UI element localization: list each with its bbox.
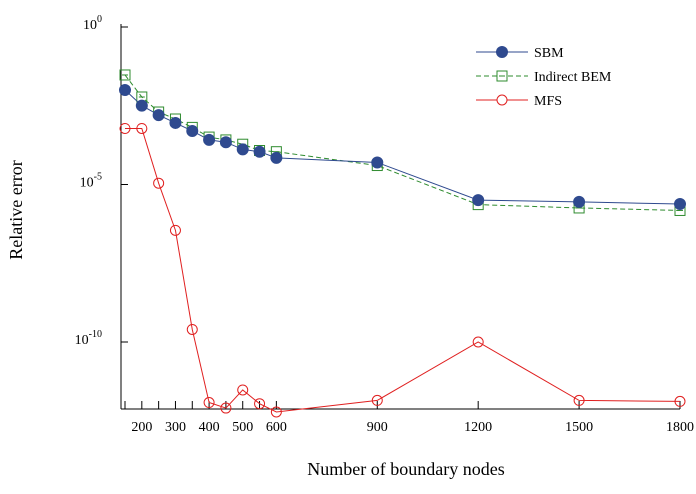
legend-label: MFS	[534, 94, 562, 109]
series-line	[124, 89, 681, 205]
data-point	[270, 406, 282, 418]
data-point	[153, 177, 165, 189]
data-point	[169, 116, 182, 129]
y-tick-label: 10-5	[80, 172, 102, 191]
series-layer	[119, 69, 686, 418]
data-point	[220, 402, 232, 414]
data-point	[186, 323, 198, 335]
legend-marker	[496, 94, 508, 106]
data-point	[136, 122, 148, 134]
x-tick-label: 1200	[464, 420, 492, 435]
x-tick-label: 900	[367, 420, 388, 435]
data-point	[203, 133, 216, 146]
data-point	[135, 99, 148, 112]
x-tick-label: 300	[165, 420, 186, 435]
data-point	[472, 336, 484, 348]
data-point	[152, 109, 165, 122]
x-tick-label: 400	[199, 420, 220, 435]
data-point	[674, 198, 686, 211]
data-point	[236, 143, 249, 156]
x-tick-label: 600	[266, 420, 287, 435]
data-point	[573, 394, 585, 406]
series-mfs	[119, 122, 686, 418]
series-line	[124, 74, 681, 211]
legend-label: SBM	[534, 46, 564, 61]
data-point	[253, 145, 266, 158]
data-point	[169, 224, 181, 236]
data-point	[237, 384, 249, 396]
series-sbm	[119, 84, 686, 211]
series-line	[125, 127, 681, 413]
data-point	[203, 397, 215, 409]
data-point	[371, 156, 384, 169]
x-tick-label: 200	[131, 420, 152, 435]
y-tick-label: 10-10	[75, 329, 102, 348]
x-tick-label: 1800	[666, 420, 694, 435]
ticks: 200 300 400 500 600 900 1200 1500 1800 100 10-5 10-…	[75, 14, 694, 435]
data-point	[219, 136, 232, 149]
data-point	[186, 124, 199, 137]
data-point	[371, 394, 383, 406]
data-point	[472, 194, 485, 207]
data-point	[119, 69, 131, 81]
y-axis-label: Relative error	[6, 160, 26, 259]
x-axis-label: Number of boundary nodes	[307, 459, 504, 479]
x-tick-label: 1500	[565, 420, 593, 435]
legend: SBM Indirect BEM MFS	[476, 46, 612, 109]
data-point	[254, 398, 266, 410]
x-tick-label: 500	[232, 420, 253, 435]
legend-label: Indirect BEM	[534, 70, 612, 85]
data-point	[119, 122, 131, 134]
y-tick-label: 100	[83, 14, 102, 33]
data-point	[119, 84, 131, 96]
legend-marker	[496, 46, 508, 58]
data-point	[270, 151, 283, 164]
data-point	[573, 195, 586, 208]
data-point	[674, 395, 686, 407]
